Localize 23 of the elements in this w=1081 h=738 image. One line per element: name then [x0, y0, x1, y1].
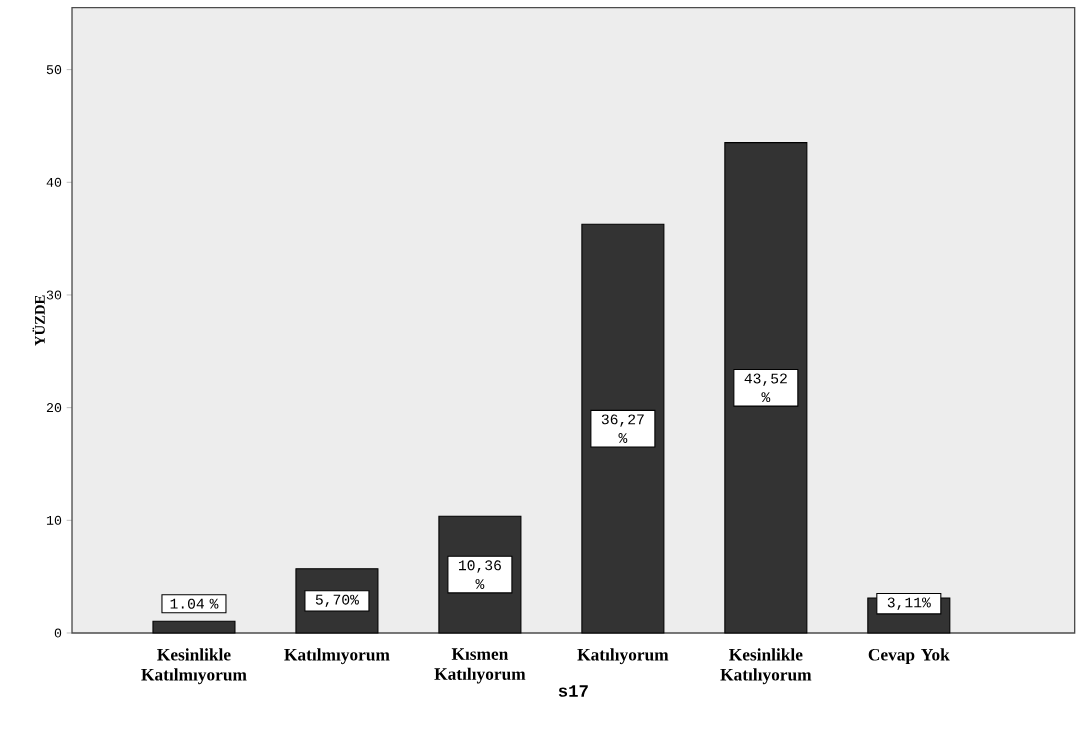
x-tick-label: Cevap Yok: [868, 648, 950, 665]
data-label: 10,36 %: [458, 560, 501, 589]
y-tick-label: 30: [46, 290, 62, 300]
x-tick-label: Katılıyorum: [577, 648, 669, 665]
bar: [724, 142, 808, 634]
x-tick-label: Kısmen Katılıyorum: [434, 648, 526, 684]
bar: [581, 223, 665, 634]
data-label: 3,11%: [887, 597, 931, 610]
y-tick-label: 0: [54, 628, 62, 638]
y-tick-label: 40: [46, 177, 62, 187]
data-label: 43,52 %: [744, 373, 787, 403]
y-tick-label: 50: [46, 65, 62, 75]
data-label: 5,70%: [315, 594, 359, 608]
x-tick-label: Kesinlikle Katılıyorum: [720, 648, 812, 685]
y-tick-label: 10: [46, 515, 62, 525]
x-axis-title: s17: [558, 685, 588, 697]
x-tick-label: Katılmıyorum: [284, 648, 390, 665]
y-axis-title: YÜZDE: [32, 295, 45, 346]
bar: [152, 620, 236, 634]
x-tick-label: Kesinlikle Katılmıyorum: [141, 648, 247, 685]
data-label: 1.04 %: [170, 598, 219, 609]
data-label: 36,27 %: [601, 414, 644, 443]
y-tick-label: 20: [46, 403, 62, 413]
